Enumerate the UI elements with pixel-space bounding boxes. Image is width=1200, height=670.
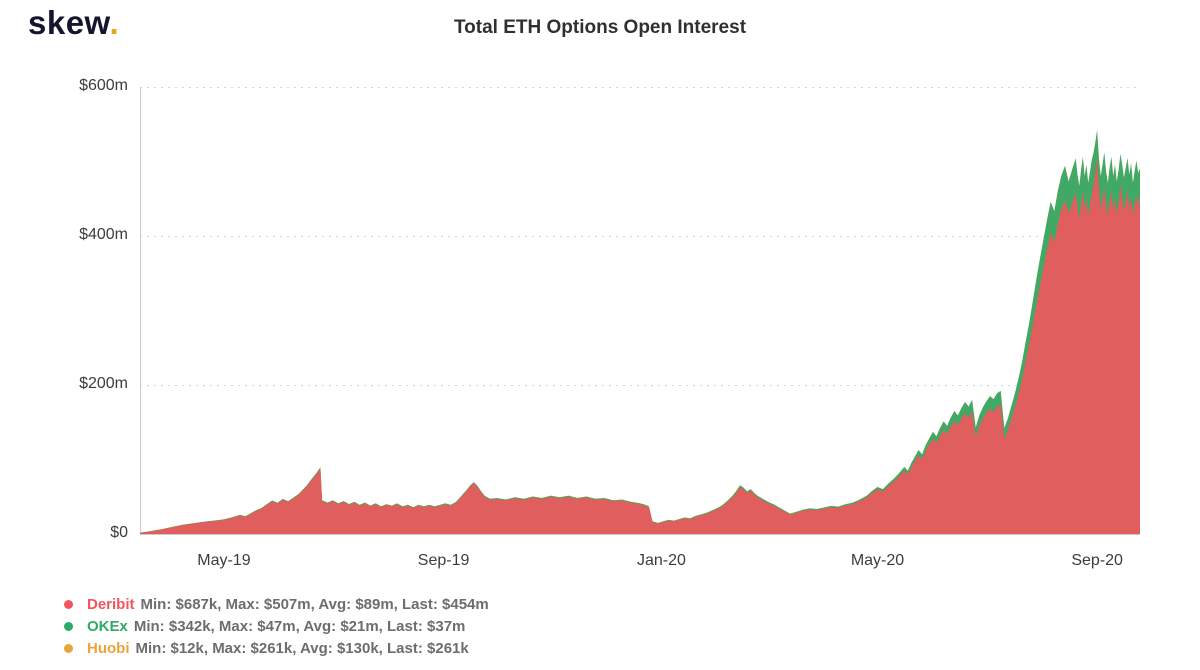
deribit-area-series [140,156,1140,535]
legend-series-name: Huobi [87,639,130,657]
y-axis-tick-label: $400m [79,226,128,243]
y-axis-tick-label: $200m [79,375,128,392]
x-axis-tick-label: May-20 [850,552,905,569]
huobi-series-dot-icon [64,643,73,653]
skew-logo-dot: . [109,4,120,41]
plot-area[interactable] [140,87,1140,535]
legend-item-deribit[interactable]: Deribit Min: $687k, Max: $507m, Avg: $89… [64,593,489,615]
legend-item-okex[interactable]: OKEx Min: $342k, Max: $47m, Avg: $21m, L… [64,615,489,637]
okex-series-dot-icon [64,621,73,631]
x-axis-tick-label: Sep-19 [417,552,470,569]
y-axis-tick-label: $0 [110,524,128,541]
legend-series-stats: Min: $12k, Max: $261k, Avg: $130k, Last:… [135,639,469,657]
legend-series-name: Deribit [87,595,135,613]
legend-series-name: OKEx [87,617,128,635]
deribit-series-dot-icon [64,599,73,609]
y-axis-tick-label: $600m [79,77,128,94]
legend-series-stats: Min: $687k, Max: $507m, Avg: $89m, Last:… [140,595,489,613]
legend-item-huobi[interactable]: Huobi Min: $12k, Max: $261k, Avg: $130k,… [64,637,489,659]
x-axis-tick-label: Sep-20 [1071,552,1123,569]
x-axis-tick-label: Jan-20 [636,552,686,569]
legend: Deribit Min: $687k, Max: $507m, Avg: $89… [64,593,489,659]
chart-canvas[interactable] [140,87,1140,535]
skew-logo[interactable]: skew. [28,4,119,42]
skew-logo-text: skew [28,4,110,41]
legend-series-stats: Min: $342k, Max: $47m, Avg: $21m, Last: … [133,617,466,635]
x-axis-tick-label: May-19 [197,552,251,569]
chart-title: Total ETH Options Open Interest [453,17,747,38]
